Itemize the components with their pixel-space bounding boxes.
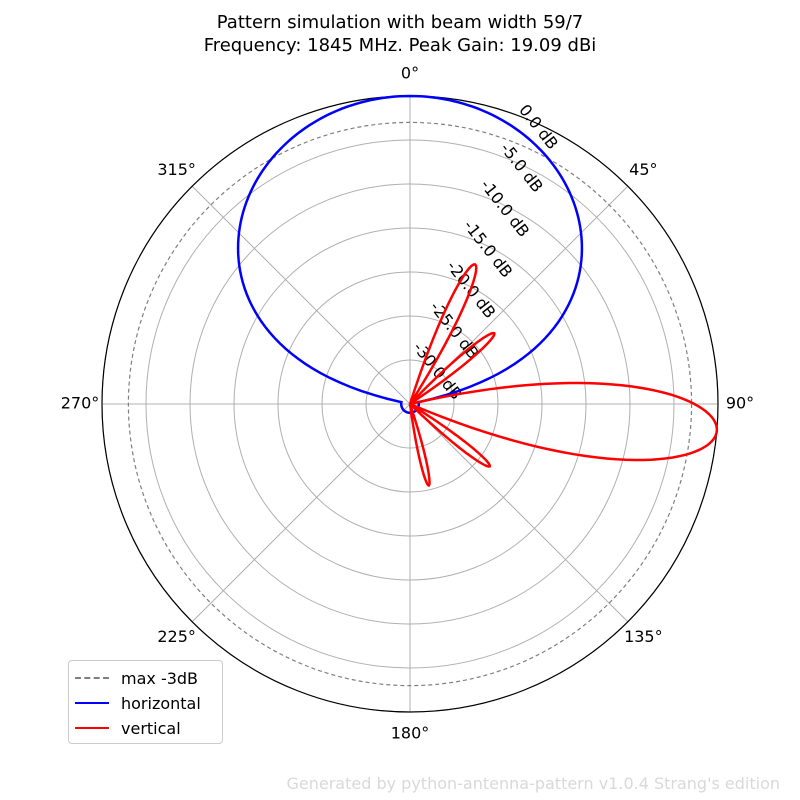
grid-spoke-315 — [191, 185, 411, 405]
legend-swatch-vertical — [75, 727, 109, 729]
grid-spoke-135 — [409, 403, 629, 623]
chart-subtitle: Frequency: 1845 MHz. Peak Gain: 19.09 dB… — [203, 35, 597, 56]
legend-label-horizontal: horizontal — [121, 693, 201, 713]
legend: max -3dB horizontal vertical — [68, 660, 223, 744]
angle-label-225: 225° — [157, 627, 196, 646]
grid-spoke-225 — [191, 403, 411, 623]
legend-label-max-3db: max -3dB — [121, 668, 199, 688]
angle-label-135: 135° — [624, 627, 663, 646]
radial-tick-label-0: 0.0 dB — [515, 101, 562, 153]
angle-label-45: 45° — [629, 160, 657, 179]
angle-label-90: 90° — [726, 394, 754, 413]
chart-title: Pattern simulation with beam width 59/7 — [216, 12, 584, 33]
legend-item-max-3db: max -3dB — [75, 667, 198, 689]
angle-label-180: 180° — [391, 724, 430, 743]
series-vertical — [408, 263, 719, 488]
footer-credit: Generated by python-antenna-pattern v1.0… — [286, 774, 780, 793]
legend-label-vertical: vertical — [121, 718, 181, 738]
angle-label-270: 270° — [61, 394, 100, 413]
legend-item-horizontal: horizontal — [75, 692, 201, 714]
legend-item-vertical: vertical — [75, 717, 181, 739]
angle-label-315: 315° — [157, 160, 196, 179]
angle-label-0: 0° — [401, 64, 419, 83]
legend-swatch-max-3db — [75, 677, 109, 679]
legend-swatch-horizontal — [75, 702, 109, 704]
